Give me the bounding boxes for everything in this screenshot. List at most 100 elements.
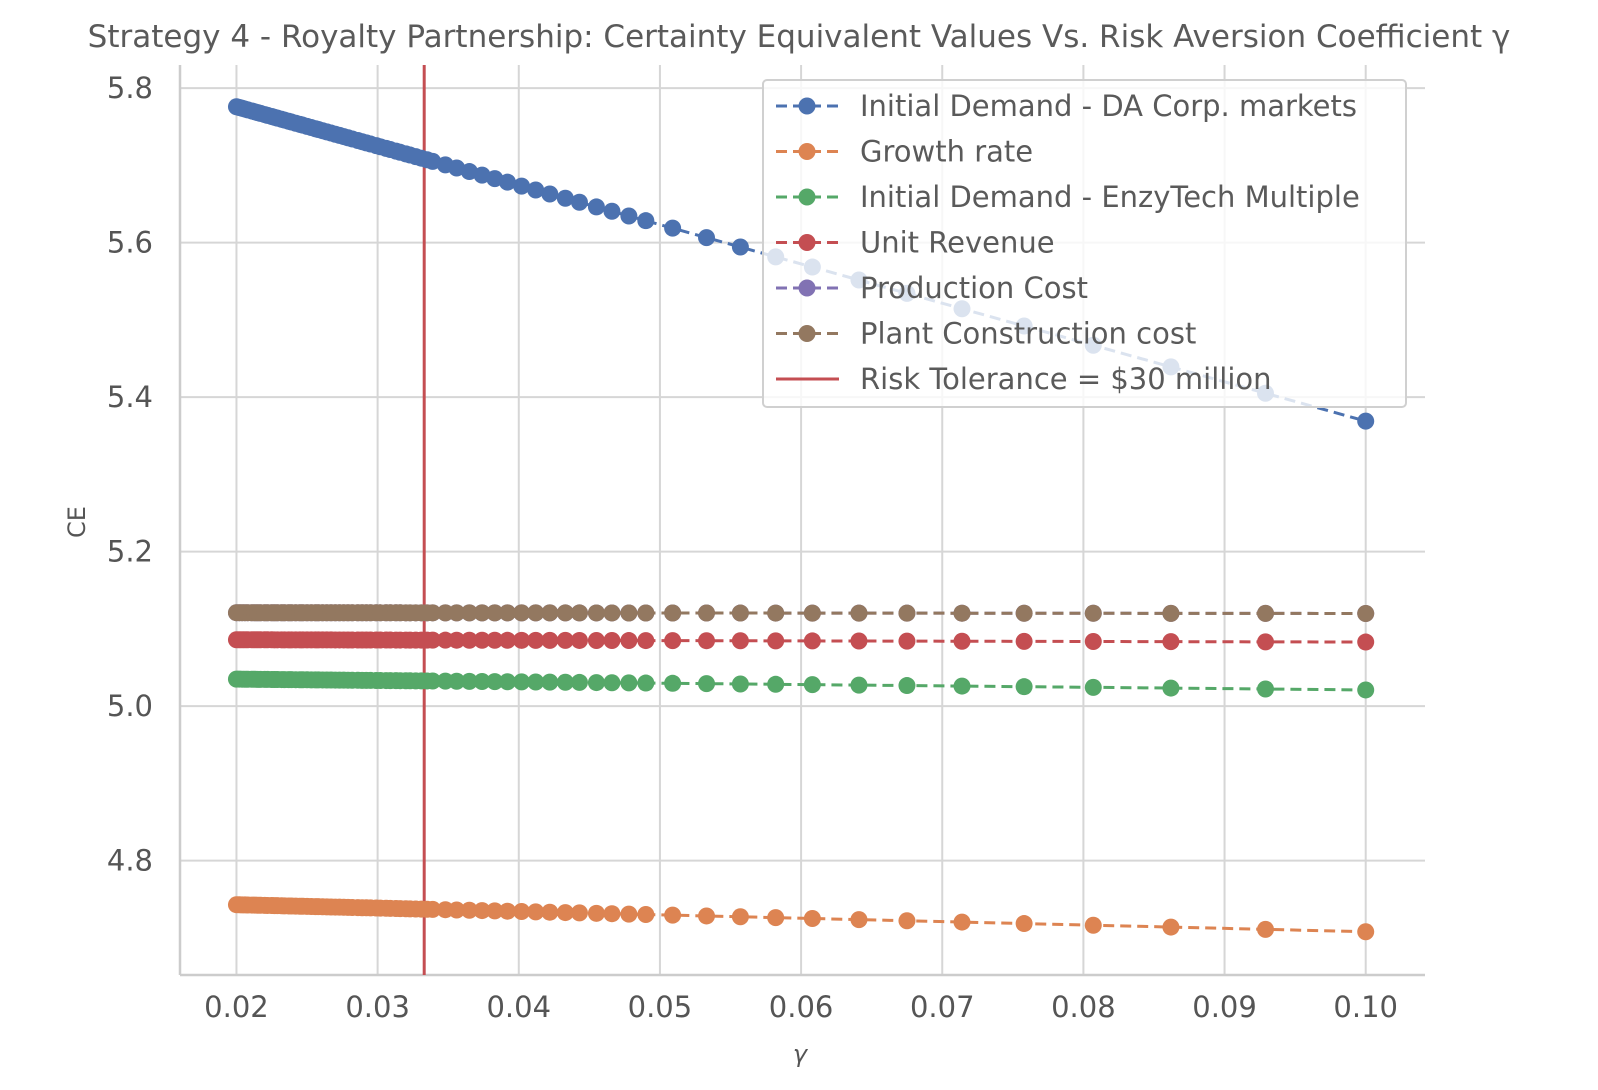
data-point [603, 905, 621, 923]
y-tick-label: 5.0 [107, 689, 153, 723]
data-point [637, 674, 655, 692]
data-point [541, 631, 559, 649]
data-point [731, 604, 749, 622]
data-point [527, 181, 545, 199]
data-point [620, 604, 638, 622]
x-tick-label: 0.08 [1051, 990, 1116, 1024]
data-point [1084, 604, 1102, 622]
x-tick-label: 0.09 [1192, 990, 1257, 1024]
chart-title: Strategy 4 - Royalty Partnership: Certai… [88, 19, 1511, 55]
data-point [803, 604, 821, 622]
x-tick-label: 0.10 [1333, 990, 1398, 1024]
data-point [731, 238, 749, 256]
legend-label: Risk Tolerance = $30 million [860, 362, 1272, 396]
y-tick-label: 4.8 [107, 844, 153, 878]
data-point [473, 631, 491, 649]
data-point [527, 604, 545, 622]
data-point [513, 631, 531, 649]
data-point [603, 632, 621, 650]
legend-marker [798, 97, 816, 115]
x-tick-label: 0.04 [486, 990, 551, 1024]
data-point [953, 913, 971, 931]
data-point [767, 604, 785, 622]
data-point [424, 631, 442, 649]
legend-entry: Initial Demand - DA Corp. markets [776, 89, 1357, 123]
data-point [448, 901, 466, 919]
data-point [664, 632, 682, 650]
data-point [1162, 679, 1180, 697]
data-point [513, 604, 531, 622]
x-axis-label: γ [793, 1040, 809, 1068]
data-point [541, 903, 559, 921]
data-point [850, 911, 868, 929]
data-point [898, 677, 916, 695]
data-point [587, 631, 605, 649]
data-point [731, 675, 749, 693]
y-tick-label: 5.4 [107, 380, 153, 414]
data-point [767, 909, 785, 927]
data-point [527, 903, 545, 921]
data-point [498, 673, 516, 691]
data-point [1015, 604, 1033, 622]
data-point [620, 632, 638, 650]
data-point [767, 632, 785, 650]
data-point [570, 604, 588, 622]
data-point [587, 904, 605, 922]
legend-entry: Production Cost [776, 271, 1088, 305]
data-point [587, 604, 605, 622]
data-point [486, 631, 504, 649]
legend-entry: Plant Construction cost [776, 317, 1196, 351]
data-point [637, 906, 655, 924]
data-point [1015, 678, 1033, 696]
data-point [513, 673, 531, 691]
data-point [570, 673, 588, 691]
data-point [1357, 681, 1375, 699]
data-point [953, 632, 971, 650]
data-point [473, 672, 491, 690]
data-point [698, 907, 716, 925]
data-point [460, 604, 478, 622]
data-point [767, 675, 785, 693]
legend-marker [798, 143, 816, 160]
data-point [1256, 680, 1274, 698]
data-point [424, 604, 442, 622]
data-point [1084, 916, 1102, 934]
data-point [486, 673, 504, 691]
y-tick-label: 5.6 [107, 226, 153, 260]
axes-layer [178, 65, 1425, 977]
data-point [637, 604, 655, 622]
legend-marker [798, 279, 816, 297]
data-point [603, 604, 621, 622]
data-point [603, 202, 621, 220]
legend-entry: Unit Revenue [776, 226, 1055, 260]
data-point [527, 673, 545, 691]
data-point [803, 632, 821, 650]
data-point [1357, 604, 1375, 622]
data-point [1357, 923, 1375, 941]
data-point [1015, 632, 1033, 650]
data-point [1084, 632, 1102, 650]
data-point [556, 673, 574, 691]
data-point [556, 189, 574, 207]
legend-label: Unit Revenue [860, 226, 1055, 260]
data-point [637, 212, 655, 230]
data-point [803, 676, 821, 694]
data-point [448, 604, 466, 622]
data-point [424, 900, 442, 918]
data-point [424, 672, 442, 690]
data-point [527, 631, 545, 649]
legend-marker [798, 188, 816, 206]
data-point [603, 674, 621, 692]
legend-label: Plant Construction cost [860, 317, 1196, 351]
data-point [664, 674, 682, 692]
data-point [620, 905, 638, 923]
data-point [1015, 915, 1033, 933]
data-point [664, 604, 682, 622]
data-point [513, 903, 531, 921]
data-point [1256, 920, 1274, 938]
data-point [570, 904, 588, 922]
data-point [587, 198, 605, 216]
data-point [448, 672, 466, 690]
